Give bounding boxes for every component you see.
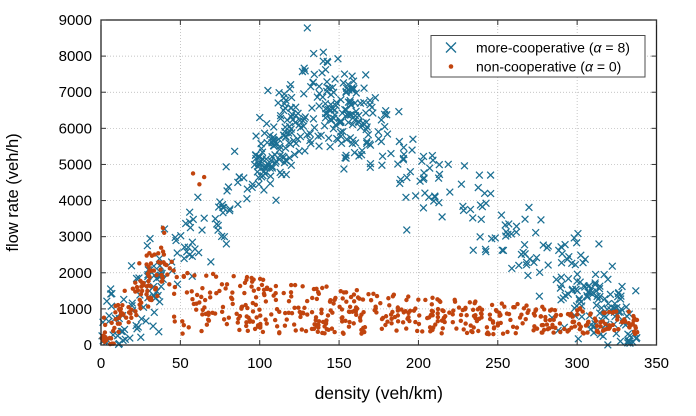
- svg-text:more-cooperative (α = 8): more-cooperative (α = 8): [476, 40, 630, 56]
- svg-text:0: 0: [84, 337, 92, 354]
- svg-text:8000: 8000: [59, 48, 92, 65]
- svg-text:7000: 7000: [59, 84, 92, 101]
- svg-text:50: 50: [172, 355, 189, 372]
- svg-text:5000: 5000: [59, 156, 92, 173]
- svg-text:flow rate (veh/h): flow rate (veh/h): [4, 133, 22, 251]
- svg-text:4000: 4000: [59, 193, 92, 210]
- svg-text:density (veh/km): density (veh/km): [315, 383, 443, 403]
- svg-text:6000: 6000: [59, 120, 92, 137]
- svg-text:100: 100: [247, 355, 272, 372]
- svg-text:250: 250: [485, 355, 510, 372]
- svg-text:3000: 3000: [59, 229, 92, 246]
- svg-text:non-cooperative (α = 0): non-cooperative (α = 0): [476, 59, 621, 75]
- svg-text:350: 350: [644, 355, 669, 372]
- svg-text:9000: 9000: [59, 12, 92, 29]
- svg-text:300: 300: [565, 355, 590, 372]
- svg-text:1000: 1000: [59, 301, 92, 318]
- svg-text:150: 150: [327, 355, 352, 372]
- svg-text:0: 0: [97, 355, 105, 372]
- svg-text:200: 200: [406, 355, 431, 372]
- svg-text:2000: 2000: [59, 265, 92, 282]
